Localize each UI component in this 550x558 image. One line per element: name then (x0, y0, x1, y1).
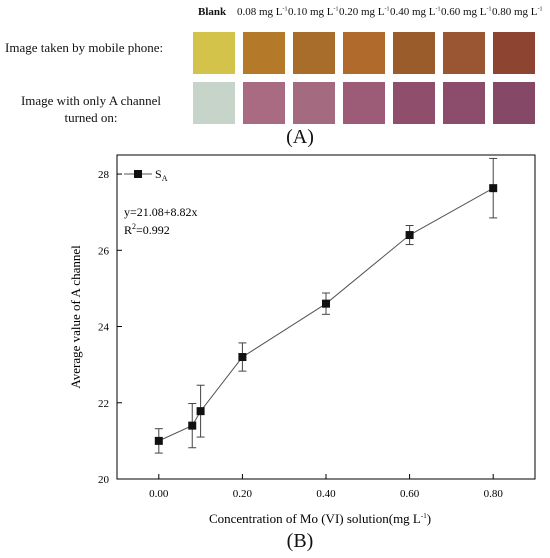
caption-a: (A) (286, 126, 314, 148)
y-tick-label: 22 (98, 398, 109, 410)
data-point (154, 436, 163, 445)
swatch-phone-2 (293, 32, 335, 74)
header-0-20: 0.20 mg L-1 (339, 6, 390, 18)
y-tick-label: 24 (98, 322, 110, 334)
header-blank: Blank (198, 6, 227, 18)
swatch-phone-4 (393, 32, 435, 74)
data-point (196, 407, 205, 416)
x-tick-label: 0.40 (316, 488, 336, 500)
data-point (188, 421, 197, 430)
swatch-a-channel-0 (193, 82, 235, 124)
row2-label: Image with only A channel turned on: (20, 93, 162, 125)
legend-label: SA (155, 167, 168, 183)
header-0-60: 0.60 mg L-1 (441, 6, 492, 18)
swatch-a-channel-4 (393, 82, 435, 124)
y-tick-label: 20 (98, 474, 110, 486)
swatch-a-channel-3 (343, 82, 385, 124)
swatch-a-channel-5 (443, 82, 485, 124)
swatch-a-channel-1 (243, 82, 285, 124)
header-0-10: 0.10 mg L-1 (288, 6, 339, 18)
y-axis-label: Average value of A channel (68, 245, 83, 389)
swatch-phone-0 (193, 32, 235, 74)
data-point (322, 299, 330, 308)
data-point (405, 231, 414, 240)
caption-b: (B) (286, 530, 314, 552)
swatch-phone-3 (343, 32, 385, 74)
y-tick-label: 26 (98, 245, 110, 257)
header-0-08: 0.08 mg L-1 (237, 6, 288, 18)
x-axis-label: Concentration of Mo (VI) solution(mg L-1… (209, 511, 431, 526)
fit-equation: y=21.08+8.82x (124, 205, 198, 219)
x-tick-label: 0.20 (233, 488, 253, 500)
swatch-phone-5 (443, 32, 485, 74)
plot-frame (116, 154, 536, 480)
data-point (238, 353, 247, 362)
swatch-a-channel-2 (293, 82, 335, 124)
header-0-40: 0.40 mg L-1 (390, 6, 441, 18)
fit-r-squared: R2=0.992 (124, 222, 170, 237)
row1-label: Image taken by mobile phone: (5, 40, 164, 55)
y-tick-label: 28 (98, 169, 110, 181)
header-0-80: 0.80 mg L-1 (492, 6, 543, 18)
data-point (489, 184, 498, 193)
x-tick-label: 0.00 (149, 488, 169, 500)
legend-marker (134, 170, 142, 178)
x-tick-label: 0.80 (484, 488, 504, 500)
swatch-phone-6 (493, 32, 535, 74)
swatch-phone-1 (243, 32, 285, 74)
x-tick-label: 0.60 (400, 488, 420, 500)
swatch-a-channel-6 (493, 82, 535, 124)
